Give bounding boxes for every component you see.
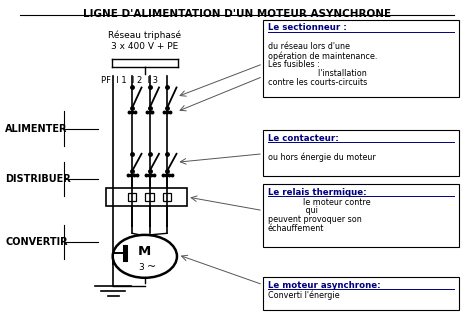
Text: Les fusibles :: Les fusibles : [268,60,319,69]
Text: LIGNE D'ALIMENTATION D'UN MOTEUR ASYNCHRONE: LIGNE D'ALIMENTATION D'UN MOTEUR ASYNCHR… [83,9,391,19]
Text: M: M [138,245,152,258]
Text: opération de maintenance.: opération de maintenance. [268,51,377,61]
Text: ALIMENTER: ALIMENTER [5,124,68,133]
Text: ~: ~ [147,262,156,272]
Text: ou hors énergie du moteur: ou hors énergie du moteur [268,153,375,162]
Text: DISTRIBUER: DISTRIBUER [5,174,71,184]
FancyBboxPatch shape [106,188,187,206]
Text: Le sectionneur :: Le sectionneur : [268,23,346,32]
Text: Le relais thermique:: Le relais thermique: [268,188,366,197]
Text: échauffement: échauffement [268,224,324,233]
Text: du réseau lors d'une: du réseau lors d'une [268,42,350,51]
FancyBboxPatch shape [263,20,459,97]
Text: Converti l'énergie: Converti l'énergie [268,291,339,300]
Text: qui: qui [268,206,318,216]
Text: 3: 3 [138,263,144,272]
Text: Le moteur asynchrone:: Le moteur asynchrone: [268,281,380,290]
Text: Le contacteur:: Le contacteur: [268,134,338,143]
FancyBboxPatch shape [128,193,137,201]
FancyBboxPatch shape [146,193,154,201]
Text: contre les courts-circuits: contre les courts-circuits [268,78,367,87]
Text: PF  I 1  I 2  I 3: PF I 1 I 2 I 3 [101,76,158,85]
FancyBboxPatch shape [263,277,459,310]
FancyBboxPatch shape [163,193,171,201]
Text: CONVERTIR: CONVERTIR [5,237,68,247]
Text: peuvent provoquer son: peuvent provoquer son [268,215,362,224]
Text: Réseau triphasé
3 x 400 V + PE: Réseau triphasé 3 x 400 V + PE [108,31,182,51]
Text: l'installation: l'installation [268,69,366,78]
FancyBboxPatch shape [263,130,459,176]
Text: le moteur contre: le moteur contre [268,197,370,207]
FancyBboxPatch shape [263,184,459,247]
